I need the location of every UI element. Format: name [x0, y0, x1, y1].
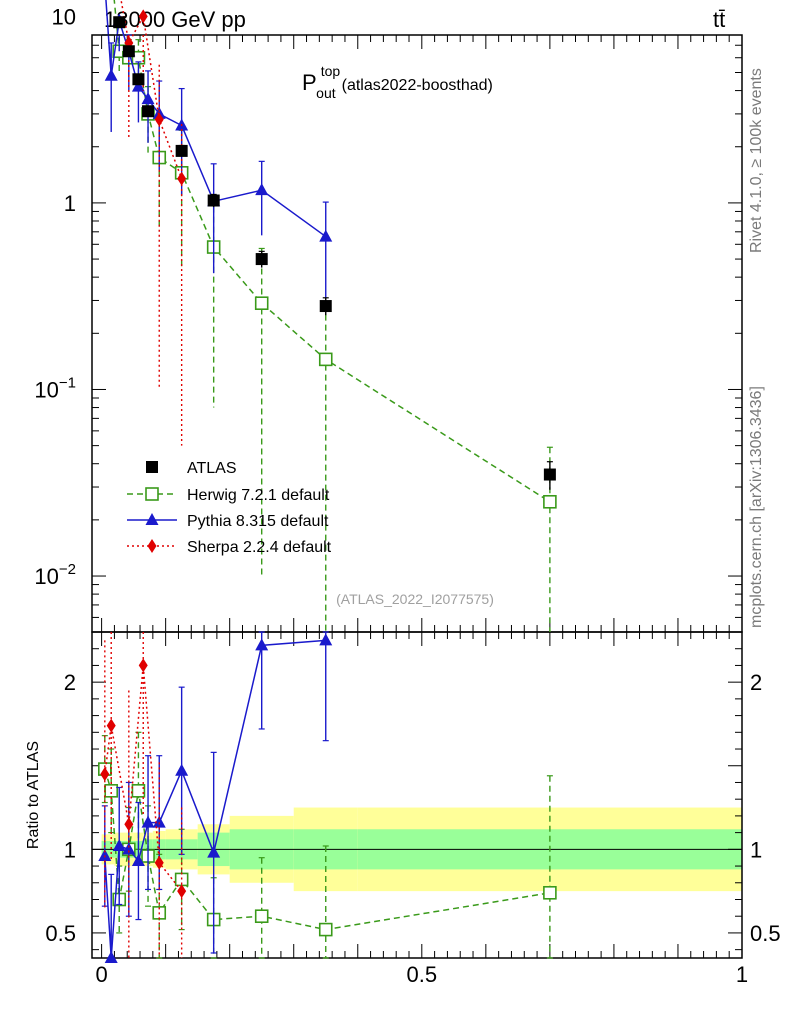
- pythia-ratio-point: [98, 849, 112, 862]
- sherpa-ratio-point: [138, 658, 148, 673]
- ratio-tick-label-left: 1: [64, 837, 76, 862]
- legend-marker-herwig: [145, 487, 159, 501]
- y-tick-label: 10−1: [34, 374, 76, 402]
- ratio-axis-label: Ratio to ATLAS: [25, 741, 42, 849]
- x-tick-label: 0.5: [407, 962, 438, 987]
- x-tick-label: 0: [95, 962, 107, 987]
- pythia-ratio-point: [152, 815, 166, 828]
- process-label: tt̄: [713, 7, 726, 32]
- analysis-watermark: (ATLAS_2022_I2077575): [336, 591, 494, 607]
- atlas-main-point: [543, 468, 556, 481]
- herwig-ratio-point: [318, 922, 333, 937]
- pythia-ratio-point: [255, 638, 269, 651]
- pythia-ratio-point: [141, 815, 155, 828]
- y-tick-base: 10: [34, 564, 58, 589]
- y-tick-exponent: −2: [59, 561, 76, 578]
- atlas-main-point: [132, 73, 145, 86]
- legend-label-pythia: Pythia 8.315 default: [187, 513, 329, 530]
- herwig-main-line: [113, 0, 551, 503]
- chart-title-part: P: [302, 70, 317, 95]
- herwig-main-point: [318, 352, 333, 367]
- legend-label-herwig: Herwig 7.2.1 default: [187, 487, 330, 504]
- ratio-tick-label-left: 0.5: [45, 921, 76, 946]
- herwig-ratio-point: [543, 885, 557, 900]
- y-tick-exponent: −1: [59, 374, 76, 391]
- pythia-ratio-point: [122, 842, 136, 855]
- pythia-ratio-point: [319, 633, 333, 646]
- sherpa-main-point: [138, 9, 148, 24]
- pythia-ratio-point: [112, 838, 126, 851]
- legend-label-sherpa: Sherpa 2.2.4 default: [187, 539, 332, 556]
- y-tick-base: 10: [52, 4, 76, 29]
- pythia-main-point: [141, 92, 155, 105]
- atlas-main-point: [319, 300, 332, 313]
- pythia-ratio-point: [175, 763, 189, 776]
- sherpa-ratio-point: [106, 718, 116, 733]
- y-tick-base: 10: [34, 377, 58, 402]
- herwig-ratio-line: [104, 768, 551, 931]
- ratio-tick-label-right: 2: [750, 670, 762, 695]
- pythia-ratio-point: [131, 854, 145, 867]
- sherpa-ratio-point: [124, 817, 134, 832]
- y-tick-label: 10−2: [34, 561, 76, 589]
- pythia-ratio-point: [104, 951, 118, 963]
- pythia-main-point: [131, 79, 145, 92]
- ratio-tick-label-right: 1: [750, 837, 762, 862]
- sherpa-main-point: [154, 112, 164, 127]
- legend-marker-sherpa: [147, 539, 157, 553]
- legend-marker-atlas: [146, 461, 158, 473]
- pythia-main-point: [104, 68, 118, 81]
- legend-label-atlas: ATLAS: [187, 460, 237, 477]
- sherpa-ratio-point: [100, 767, 110, 782]
- herwig-ratio-point: [104, 784, 119, 798]
- energy-label: 13000 GeV pp: [104, 7, 246, 32]
- herwig-main-point: [254, 296, 269, 311]
- sherpa-ratio-point: [154, 855, 164, 870]
- atlas-main-point: [113, 16, 126, 29]
- legend-marker-pythia: [145, 513, 159, 525]
- y-tick-label: 10: [52, 4, 76, 29]
- herwig-main-point: [543, 494, 557, 509]
- atlas-main-point: [175, 144, 188, 157]
- atlas-main-point: [207, 194, 220, 207]
- sherpa-main-point: [177, 171, 187, 186]
- pythia-main-point: [255, 183, 269, 196]
- chart-title-part: out: [316, 85, 336, 101]
- ratio-tick-label-right: 0.5: [750, 921, 781, 946]
- atlas-main-point: [142, 105, 155, 118]
- herwig-ratio-point: [131, 784, 146, 798]
- ratio-plot-frame: [91, 631, 743, 959]
- y-tick-base: 1: [64, 191, 76, 216]
- atlas-main-point: [255, 253, 268, 266]
- sherpa-ratio-line: [104, 665, 183, 892]
- pythia-ratio-point: [207, 845, 221, 858]
- ratio-tick-label-left: 2: [64, 670, 76, 695]
- chart-title-part: top: [321, 63, 341, 79]
- x-tick-label: 1: [736, 962, 748, 987]
- herwig-ratio-point: [254, 909, 269, 924]
- atlas-main-point: [122, 45, 135, 58]
- y-tick-label: 1: [64, 191, 76, 216]
- chart-title-part: (atlas2022-boosthad): [342, 77, 493, 94]
- pythia-main-point: [319, 229, 333, 242]
- sherpa-ratio-point: [177, 884, 187, 899]
